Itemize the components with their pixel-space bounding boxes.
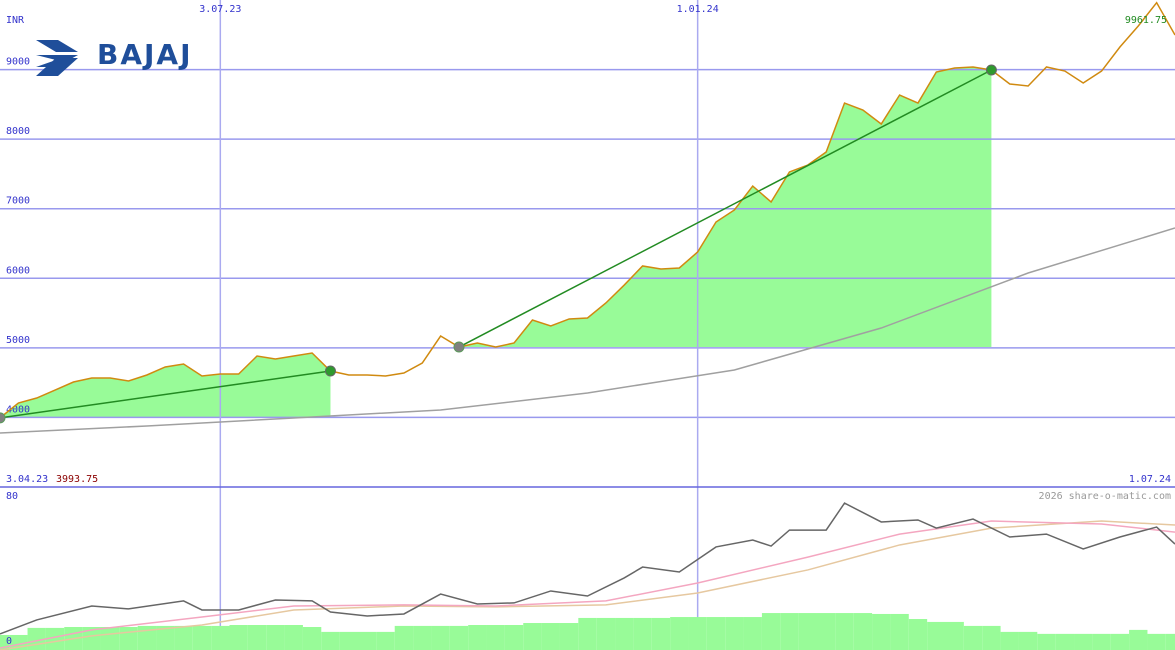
volume-bar: [1055, 633, 1075, 650]
volume-bar: [963, 625, 983, 650]
series-line: [0, 520, 1175, 649]
volume-bar: [449, 625, 469, 650]
watermark: 2026 share-o-matic.com: [1039, 491, 1171, 502]
y-tick-label: 6000: [6, 265, 30, 276]
volume-bar: [541, 623, 560, 650]
volume-bar: [156, 625, 175, 650]
volume-bar: [908, 619, 928, 650]
volume-bar: [100, 626, 120, 650]
trade-line: [458, 69, 992, 348]
volume-bar: [413, 625, 432, 650]
volume-bar: [431, 625, 450, 650]
volume-bar: [945, 621, 964, 650]
volume-bar: [596, 617, 616, 650]
volume-bar: [1018, 631, 1038, 650]
y-tick-label: 0: [6, 636, 12, 647]
volume-bar: [725, 617, 744, 650]
volume-bar: [670, 617, 689, 650]
series-line: [0, 1, 1175, 419]
volume-bar: [982, 625, 1001, 650]
volume-bar: [247, 625, 267, 650]
exit-marker: [985, 64, 997, 76]
volume-bar: [0, 634, 10, 650]
y-tick-label: 9000: [6, 57, 30, 68]
volume-bar: [394, 625, 414, 650]
volume-bar: [1129, 629, 1148, 650]
volume-bar: [302, 626, 322, 650]
volume-bar: [137, 625, 157, 650]
unit-label: INR: [6, 15, 25, 26]
volume-bar: [119, 626, 138, 650]
trade-area: [0, 353, 331, 418]
series-line: [0, 227, 1175, 434]
x-tick-label: 1.01.24: [677, 4, 719, 15]
logo-stripe: [36, 40, 78, 52]
volume-bar: [633, 617, 652, 650]
volume-bar: [486, 625, 505, 650]
y-tick-label: 4000: [6, 404, 30, 415]
volume-bar: [504, 625, 524, 650]
volume-bar: [651, 617, 671, 650]
volume-bar: [872, 613, 891, 650]
y-tick-label: 8000: [6, 126, 30, 137]
volume-bar: [1074, 633, 1093, 650]
volume-bar: [853, 613, 873, 650]
logo-text: BAJAJ: [97, 38, 193, 71]
volume-bar: [358, 631, 377, 650]
trade-area: [458, 66, 992, 348]
volume-bar: [1092, 633, 1111, 650]
exit-marker: [324, 365, 336, 377]
volume-bar: [376, 631, 395, 650]
volume-bar: [211, 625, 230, 650]
max-value-label: 9961.75: [1125, 15, 1167, 26]
volume-bar: [1147, 633, 1166, 650]
volume-bar: [192, 625, 212, 650]
volume-bar: [688, 617, 707, 650]
series-line: [0, 502, 1175, 635]
logo-icon: [36, 40, 78, 76]
x-tick-label: 3.07.23: [199, 4, 241, 15]
logo-stripe: [36, 58, 78, 76]
volume-bar: [45, 627, 65, 650]
volume-bar: [706, 617, 726, 650]
volume-bar: [229, 625, 248, 650]
volume-bar: [780, 613, 799, 650]
volume-bar: [816, 613, 836, 650]
volume-bar: [284, 625, 303, 650]
volume-bar: [523, 623, 542, 650]
volume-bar: [1165, 633, 1175, 650]
y-tick-label: 5000: [6, 335, 30, 346]
entry-marker: [0, 412, 6, 424]
y-tick-label: 7000: [6, 196, 30, 207]
volume-bar: [174, 625, 193, 650]
volume-bar: [927, 621, 946, 650]
volume-bar: [266, 625, 285, 650]
volume-bar: [835, 613, 854, 650]
volume-bar: [339, 631, 359, 650]
volume-bar: [761, 613, 781, 650]
volume-bar: [559, 623, 579, 650]
volume-bar: [1037, 633, 1056, 650]
x-tick-label: 1.07.24: [1129, 474, 1171, 485]
entry-marker: [453, 341, 465, 353]
trade-line: [0, 370, 331, 419]
y-tick-label: 80: [6, 491, 18, 502]
volume-bar: [578, 617, 597, 650]
volume-bar: [615, 617, 634, 650]
volume-bar: [82, 626, 101, 650]
start-value-label: 3993.75: [56, 474, 98, 485]
volume-bar: [890, 613, 909, 650]
volume-bar: [798, 613, 817, 650]
volume-bar: [468, 625, 487, 650]
volume-bar: [743, 617, 762, 650]
x-tick-label: 3.04.23: [6, 474, 48, 485]
volume-bar: [1000, 631, 1019, 650]
volume-bar: [1110, 633, 1130, 650]
volume-bar: [321, 631, 340, 650]
